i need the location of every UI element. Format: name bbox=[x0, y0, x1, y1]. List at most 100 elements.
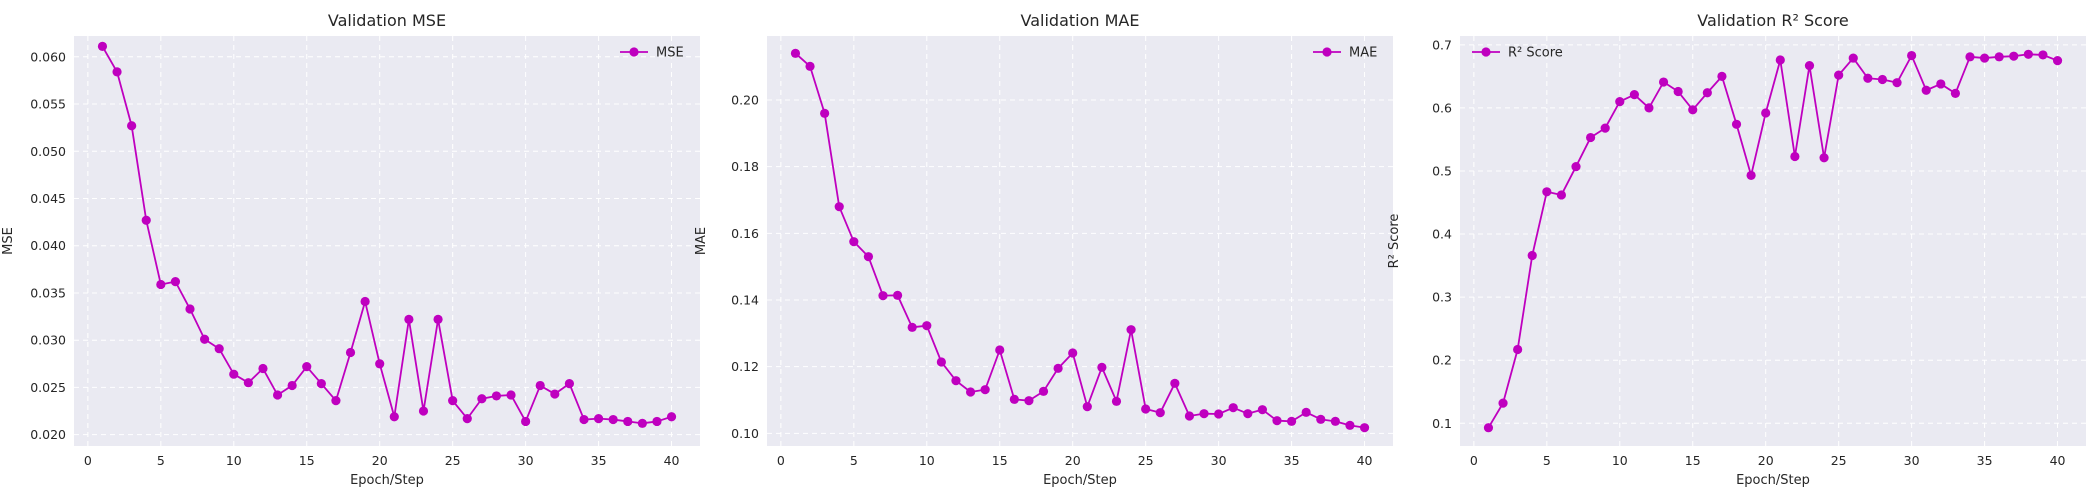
legend: MSE bbox=[620, 46, 684, 61]
data-point bbox=[214, 344, 224, 354]
x-tick-label: 20 bbox=[1758, 453, 1774, 468]
data-point bbox=[141, 215, 151, 225]
data-point bbox=[1199, 409, 1209, 419]
x-axis-label: Epoch/Step bbox=[350, 473, 424, 488]
data-point bbox=[375, 359, 385, 369]
data-point bbox=[345, 347, 356, 358]
data-point bbox=[302, 362, 312, 372]
data-point bbox=[892, 290, 903, 300]
x-tick-label: 25 bbox=[445, 453, 461, 468]
data-point bbox=[1243, 409, 1253, 419]
y-tick-label: 0.1 bbox=[1432, 416, 1452, 431]
x-tick-label: 0 bbox=[84, 453, 92, 468]
y-axis-label: MSE bbox=[1, 227, 16, 255]
chart-panel: 0 5 10 15 20 25 30 35 40 0.10 0.12 0.14 0.16 0.18 0.20… bbox=[694, 11, 1393, 488]
y-tick-label: 0.12 bbox=[731, 359, 759, 374]
data-point bbox=[820, 108, 830, 118]
data-point bbox=[1761, 108, 1771, 118]
data-point bbox=[805, 61, 815, 71]
legend: MAE bbox=[1313, 46, 1377, 61]
data-point bbox=[127, 121, 137, 131]
x-tick-label: 30 bbox=[1211, 453, 1227, 468]
data-point bbox=[2023, 49, 2033, 59]
data-point bbox=[1717, 71, 1727, 81]
data-point bbox=[1053, 363, 1063, 373]
data-point bbox=[506, 390, 516, 400]
data-point bbox=[790, 48, 801, 58]
y-tick-label: 0.5 bbox=[1432, 163, 1452, 178]
x-tick-label: 25 bbox=[1138, 453, 1154, 468]
data-point bbox=[491, 391, 502, 401]
x-tick-label: 30 bbox=[518, 453, 534, 468]
data-point bbox=[433, 314, 443, 325]
data-point bbox=[550, 389, 560, 399]
y-tick-label: 0.035 bbox=[30, 285, 66, 300]
data-point bbox=[1228, 403, 1238, 413]
legend-label: R² Score bbox=[1508, 46, 1563, 61]
data-point bbox=[1979, 53, 1990, 63]
y-tick-label: 0.050 bbox=[30, 144, 66, 159]
x-axis-label: Epoch/Step bbox=[1736, 473, 1810, 488]
y-tick-label: 0.020 bbox=[30, 427, 66, 442]
data-point bbox=[229, 369, 239, 379]
y-tick-label: 0.4 bbox=[1432, 227, 1452, 242]
data-point bbox=[1301, 407, 1311, 417]
data-point bbox=[1009, 394, 1019, 404]
x-tick-label: 30 bbox=[1904, 453, 1920, 468]
data-point bbox=[258, 363, 268, 374]
data-point bbox=[608, 414, 618, 425]
data-point bbox=[462, 414, 472, 424]
chart-title: Validation MAE bbox=[1021, 11, 1140, 30]
y-tick-label: 0.6 bbox=[1432, 100, 1452, 115]
x-tick-label: 20 bbox=[372, 453, 388, 468]
data-point bbox=[907, 322, 917, 332]
x-tick-label: 25 bbox=[1831, 453, 1847, 468]
y-axis-label: R² Score bbox=[1387, 214, 1402, 269]
y-tick-label: 0.18 bbox=[731, 159, 759, 174]
data-point bbox=[1804, 61, 1815, 71]
data-point bbox=[1024, 396, 1034, 406]
data-point bbox=[1731, 119, 1742, 129]
data-point bbox=[1994, 52, 2004, 62]
data-point bbox=[331, 396, 341, 406]
data-point bbox=[1834, 70, 1844, 80]
data-point bbox=[156, 279, 166, 290]
x-tick-label: 0 bbox=[777, 453, 785, 468]
data-point bbox=[1330, 416, 1340, 426]
data-point bbox=[1965, 52, 1975, 62]
x-tick-label: 15 bbox=[1685, 453, 1701, 468]
data-point bbox=[652, 416, 662, 427]
data-point bbox=[1082, 402, 1092, 412]
data-point bbox=[170, 277, 181, 287]
y-tick-label: 0.025 bbox=[30, 380, 66, 395]
data-point bbox=[1097, 362, 1107, 372]
legend-marker bbox=[1322, 47, 1332, 57]
data-point bbox=[1629, 90, 1639, 100]
data-point bbox=[965, 387, 976, 397]
data-point bbox=[1877, 74, 1888, 85]
x-tick-label: 0 bbox=[1470, 453, 1478, 468]
data-point bbox=[1286, 416, 1297, 426]
data-point bbox=[2052, 56, 2063, 66]
data-point bbox=[1155, 408, 1165, 418]
x-tick-label: 20 bbox=[1065, 453, 1081, 468]
y-tick-label: 0.20 bbox=[731, 93, 759, 108]
data-point bbox=[1673, 86, 1683, 97]
x-tick-label: 15 bbox=[299, 453, 315, 468]
data-point bbox=[922, 321, 932, 331]
data-point bbox=[1126, 325, 1136, 335]
y-tick-label: 0.060 bbox=[30, 49, 66, 64]
data-point bbox=[272, 390, 283, 400]
data-point bbox=[1819, 153, 1829, 163]
chart-title: Validation MSE bbox=[328, 11, 446, 30]
data-point bbox=[1688, 105, 1698, 115]
data-point bbox=[1513, 344, 1523, 355]
legend: R² Score bbox=[1472, 46, 1563, 61]
data-point bbox=[1038, 386, 1049, 396]
data-point bbox=[360, 296, 370, 307]
data-point bbox=[1892, 78, 1902, 88]
data-point bbox=[287, 380, 297, 391]
data-point bbox=[1600, 123, 1610, 133]
x-tick-label: 10 bbox=[919, 453, 935, 468]
